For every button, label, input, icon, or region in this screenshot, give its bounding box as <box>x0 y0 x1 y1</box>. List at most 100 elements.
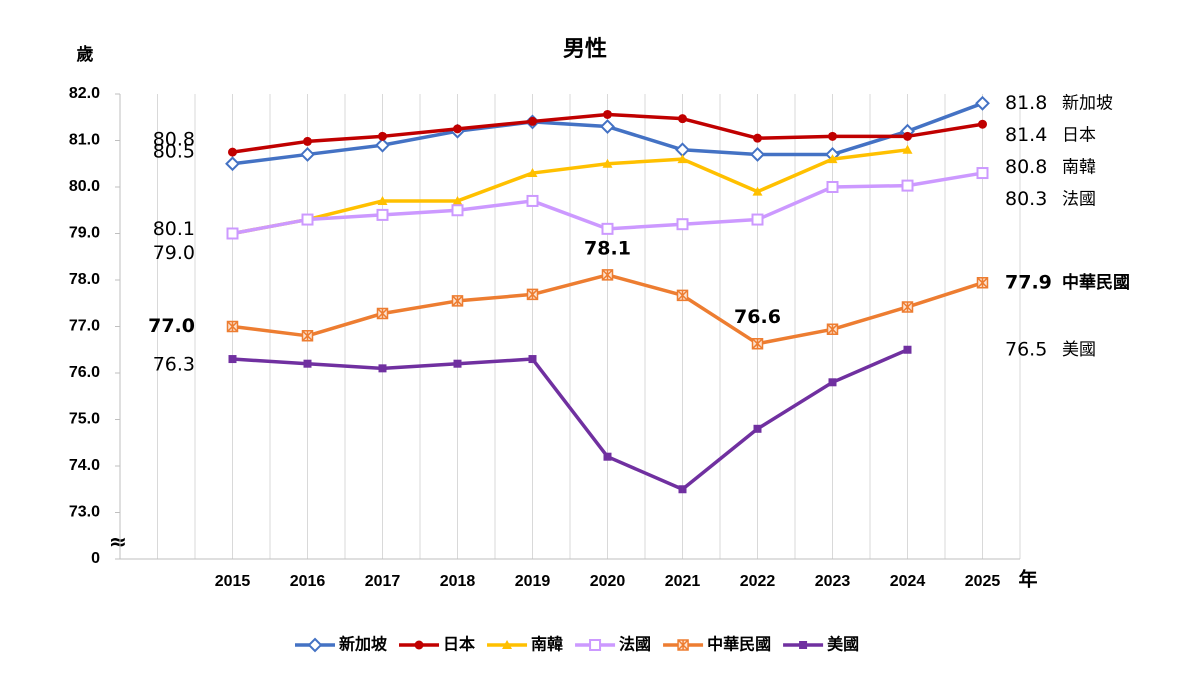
data-label: 76.3 <box>153 354 195 376</box>
marker <box>978 119 987 129</box>
series-name-label: 美國 <box>1062 340 1096 360</box>
y-tick-label: 78.0 <box>69 271 100 288</box>
marker <box>799 641 808 649</box>
marker <box>976 277 989 289</box>
marker <box>752 186 763 196</box>
marker <box>903 131 912 141</box>
data-label: 78.1 <box>584 237 631 259</box>
marker <box>751 337 764 350</box>
x-tick-label: 2016 <box>290 573 326 590</box>
x-tick-label: 2018 <box>440 573 476 590</box>
x-tick-label: 2024 <box>890 573 926 590</box>
marker <box>453 359 462 368</box>
marker <box>753 424 762 433</box>
annotation: 80.1 <box>153 218 195 240</box>
marker <box>751 213 764 226</box>
data-label: 80.5 <box>153 140 195 162</box>
marker <box>301 330 314 342</box>
x-tick-label: 2023 <box>815 573 851 590</box>
legend-label: 法國 <box>619 635 651 654</box>
series-name-label: 法國 <box>1062 189 1096 209</box>
legend-item: 日本 <box>399 635 475 654</box>
x-tick-label: 2021 <box>665 573 701 590</box>
y-tick-label: 81.0 <box>69 132 100 149</box>
marker <box>677 154 688 164</box>
marker <box>528 355 537 364</box>
marker <box>226 320 239 333</box>
marker <box>976 167 989 180</box>
axis-break: ≈ <box>109 530 127 555</box>
y-tick-label: 79.0 <box>69 225 100 242</box>
chart-title: 男性 <box>563 37 607 62</box>
marker <box>903 345 912 354</box>
marker <box>228 147 237 157</box>
marker <box>453 124 462 134</box>
y-tick-label: 76.0 <box>69 364 100 381</box>
series-name-label: 南韓 <box>1062 157 1096 177</box>
series-line <box>232 148 908 236</box>
marker <box>828 131 837 141</box>
series-name-label: 中華民國 <box>1062 272 1130 293</box>
marker <box>377 195 388 205</box>
x-tick-label: 2015 <box>215 573 251 590</box>
marker <box>414 640 424 650</box>
y-tick-label: 73.0 <box>69 504 100 521</box>
series-name-label: 日本 <box>1062 125 1096 145</box>
marker <box>225 156 240 172</box>
marker <box>601 269 614 281</box>
marker <box>526 194 539 207</box>
legend-label: 新加坡 <box>339 635 388 654</box>
marker <box>589 639 602 651</box>
marker <box>975 95 990 111</box>
series <box>226 269 989 350</box>
y-tick-label: 77.0 <box>69 318 100 335</box>
data-label: 77.0 <box>148 315 195 337</box>
marker <box>527 168 538 178</box>
data-label: 80.3 <box>1005 188 1047 210</box>
x-tick-label: 2017 <box>365 573 401 590</box>
series <box>228 109 987 157</box>
marker <box>226 227 239 240</box>
marker <box>676 289 689 302</box>
marker <box>303 136 312 146</box>
marker <box>826 323 839 336</box>
marker <box>502 640 513 649</box>
legend-item: 中華民國 <box>663 635 771 654</box>
legend-item: 法國 <box>575 635 651 654</box>
marker <box>378 364 387 373</box>
x-tick-label: 2019 <box>515 573 551 590</box>
marker <box>828 378 837 387</box>
legend-label: 中華民國 <box>707 635 771 654</box>
data-label: 76.6 <box>734 306 781 328</box>
marker <box>307 637 323 653</box>
legend-item: 新加坡 <box>295 635 388 654</box>
marker <box>603 109 612 119</box>
marker <box>902 144 913 154</box>
marker <box>678 114 687 124</box>
marker <box>827 154 838 164</box>
data-label: 81.4 <box>1005 124 1047 146</box>
marker <box>228 355 237 364</box>
series-line <box>232 348 909 491</box>
marker <box>901 301 914 313</box>
y-tick-label: 75.0 <box>69 411 100 428</box>
marker <box>603 452 612 461</box>
legend-item: 美國 <box>783 635 859 654</box>
data-label: 77.9 <box>1005 271 1052 293</box>
marker <box>677 639 689 651</box>
series <box>226 167 989 240</box>
y-tick-label: 0 <box>91 550 100 567</box>
marker <box>676 218 689 231</box>
x-tick-label: 2020 <box>590 573 626 590</box>
marker <box>526 288 539 301</box>
marker <box>826 181 839 193</box>
marker <box>675 142 690 158</box>
x-axis-label: 年 <box>1018 568 1037 591</box>
x-tick-label: 2025 <box>965 573 1001 590</box>
marker <box>601 222 614 235</box>
y-axis-label: 歲 <box>77 44 94 65</box>
data-label: 81.8 <box>1005 92 1047 114</box>
data-label: 80.8 <box>153 129 195 151</box>
y-tick-label: 74.0 <box>69 457 100 474</box>
